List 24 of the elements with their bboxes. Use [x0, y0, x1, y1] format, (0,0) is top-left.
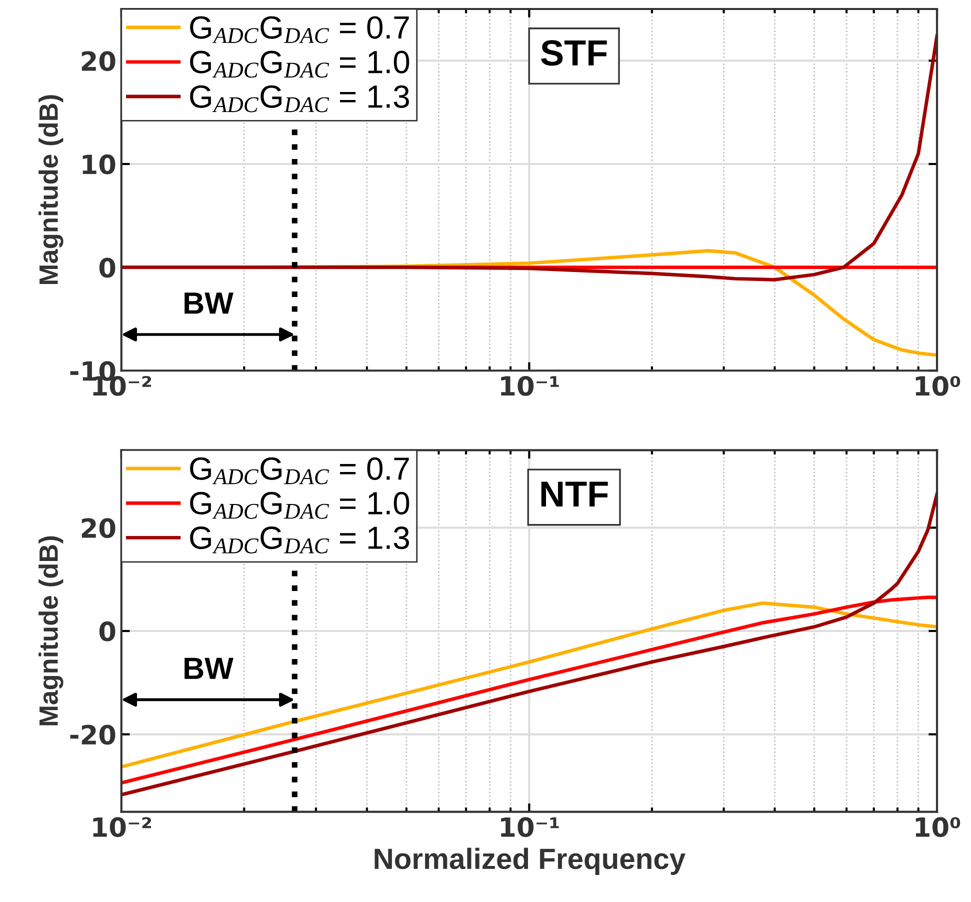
y-tick-label: 20 — [82, 51, 116, 72]
y-tick-label: 10 — [82, 154, 116, 174]
legend-label: G$_{ADC}$G$_{DAC}$ = 0.7 — [190, 16, 409, 44]
y-tick-label: 0 — [99, 621, 116, 642]
y-tick-label: 0 — [99, 258, 116, 278]
text: NTF — [541, 482, 608, 507]
x-tick-label: 10⁻¹ — [501, 376, 559, 396]
text: STF — [540, 40, 607, 66]
y-tick-label: 20 — [82, 518, 116, 538]
x-tick-label: 10⁻¹ — [501, 817, 559, 838]
annotation: BW — [184, 658, 234, 679]
x-tick-label: 10⁰ — [916, 817, 960, 838]
legend-label: G$_{ADC}$G$_{DAC}$ = 1.0 — [190, 492, 410, 519]
legend-label: G$_{ADC}$G$_{DAC}$ = 1.0 — [190, 50, 410, 78]
x-tick-label: 10⁻² — [93, 817, 151, 838]
y-tick-label: -20 — [70, 724, 116, 745]
x-tick-label: 10⁰ — [916, 376, 960, 396]
annotation: BW — [184, 292, 234, 314]
y-axis-title: Magnitude (dB) — [38, 536, 64, 726]
legend-label: G$_{ADC}$G$_{DAC}$ = 1.3 — [190, 85, 409, 112]
legend-label: G$_{ADC}$G$_{DAC}$ = 0.7 — [190, 457, 409, 484]
legend-label: G$_{ADC}$G$_{DAC}$ = 1.3 — [190, 526, 409, 554]
y-axis-title: Magnitude (dB) — [38, 95, 64, 284]
x-axis-title: Normalized Frequency — [374, 848, 686, 875]
